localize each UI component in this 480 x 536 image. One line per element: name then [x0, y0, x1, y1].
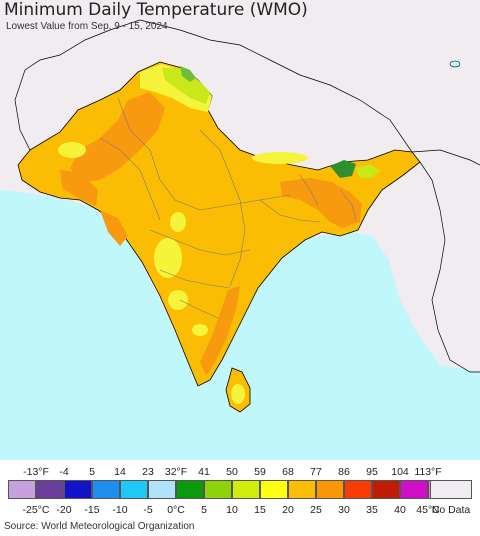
- legend-swatch: [232, 480, 260, 499]
- legend-celsius-label: 5: [201, 504, 207, 516]
- legend-celsius-label: 0°C: [167, 504, 185, 516]
- assam-chartreuse: [356, 164, 380, 178]
- legend-fahrenheit-label: 77: [310, 466, 322, 478]
- legend-swatch: [120, 480, 148, 499]
- legend-swatch: [176, 480, 204, 499]
- legend-fahrenheit-label: 59: [254, 466, 266, 478]
- legend-swatch: [36, 480, 64, 499]
- legend-swatch: [372, 480, 400, 499]
- legend-fahrenheit-label: 86: [338, 466, 350, 478]
- hot-zone-bengal: [280, 178, 362, 228]
- cool-zone-srilanka: [231, 384, 245, 404]
- legend-celsius-label: 35: [366, 504, 378, 516]
- cool-zone-madurai: [192, 324, 208, 336]
- northern-mountains-chartreuse: [162, 68, 210, 104]
- legend-celsius-label: 10: [226, 504, 238, 516]
- legend-swatch: [148, 480, 176, 499]
- legend-celsius-label: 15: [254, 504, 266, 516]
- legend-celsius-label: -5: [143, 504, 153, 516]
- bhutan-green: [330, 160, 356, 178]
- map-subtitle: Lowest Value from Sep. 9 - 15, 2024: [6, 21, 168, 32]
- legend-celsius-label: 20: [282, 504, 294, 516]
- legend-fahrenheit-label: 68: [282, 466, 294, 478]
- legend-swatch: [204, 480, 232, 499]
- source-credit: Source: World Meteorological Organizatio…: [4, 521, 195, 532]
- legend-swatch: [92, 480, 120, 499]
- legend-swatch: [64, 480, 92, 499]
- ocean: [0, 190, 480, 460]
- legend-celsius-label: 25: [310, 504, 322, 516]
- hot-zone-east-coast: [200, 286, 240, 376]
- legend-fahrenheit-label: 32°F: [164, 466, 188, 478]
- neighbour-borders: [14, 19, 480, 373]
- cool-zone-deccan: [154, 238, 182, 278]
- map-title: Minimum Daily Temperature (WMO): [4, 0, 308, 20]
- cool-zone-central: [170, 212, 186, 232]
- legend-swatch: [400, 480, 428, 499]
- no-data-swatch: [430, 480, 472, 499]
- legend-celsius-label: -10: [112, 504, 128, 516]
- color-legend: -13°F -4 5 14 23 32°F 41 50 59 68 77 86 95 104 113°F -2…: [0, 460, 480, 520]
- legend-swatch: [288, 480, 316, 499]
- northern-mountains-green: [180, 66, 196, 82]
- internal-boundaries: [99, 97, 357, 319]
- cool-zone-himalaya-foothills: [252, 152, 308, 164]
- legend-fahrenheit-label: 23: [142, 466, 154, 478]
- legend-fahrenheit-label: 41: [198, 466, 210, 478]
- legend-fahrenheit-label: 95: [366, 466, 378, 478]
- legend-fahrenheit-label: -13°F: [23, 466, 49, 478]
- legend-celsius-label: 45°C: [416, 504, 440, 516]
- legend-swatch: [8, 480, 36, 499]
- cool-zone-south: [168, 290, 188, 310]
- hot-zone-west-coast: [60, 170, 98, 206]
- no-data-label: No Data: [431, 504, 471, 516]
- cool-zone-west: [58, 142, 86, 158]
- tibet-lake: [449, 60, 461, 68]
- hot-zone-gujarat: [100, 210, 128, 246]
- legend-swatch: [316, 480, 344, 499]
- legend-fahrenheit-label: -4: [59, 466, 69, 478]
- legend-celsius-label: 30: [338, 504, 350, 516]
- legend-celsius-label: 40: [394, 504, 406, 516]
- legend-swatch: [260, 480, 288, 499]
- legend-celsius-label: -15: [84, 504, 100, 516]
- legend-fahrenheit-label: 113°F: [414, 466, 442, 478]
- legend-fahrenheit-label: 14: [114, 466, 126, 478]
- legend-fahrenheit-label: 104: [391, 466, 409, 478]
- hot-zone-northwest: [70, 92, 165, 182]
- legend-celsius-label: -25°C: [22, 504, 50, 516]
- legend-swatch: [344, 480, 372, 499]
- legend-celsius-label: -20: [56, 504, 72, 516]
- legend-fahrenheit-label: 5: [89, 466, 95, 478]
- legend-fahrenheit-label: 50: [226, 466, 238, 478]
